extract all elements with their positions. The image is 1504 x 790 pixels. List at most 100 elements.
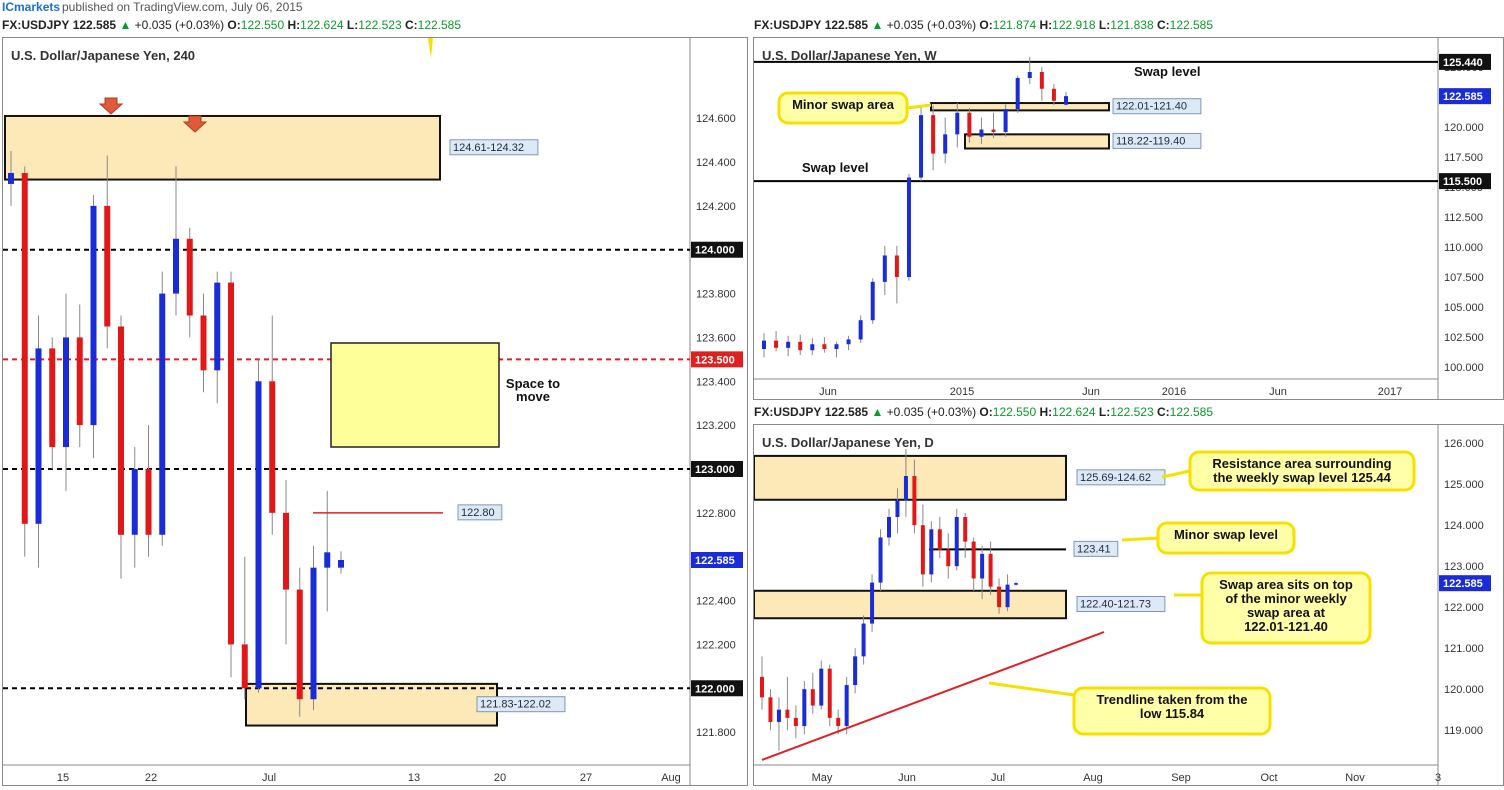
y-tick-label: 124.400: [696, 157, 736, 169]
candle-body: [324, 552, 331, 568]
zone-label: 124.61-124.32: [453, 142, 524, 154]
candle-body: [943, 134, 948, 154]
candle-body: [1027, 71, 1032, 78]
y-tick-label: 122.200: [696, 639, 736, 651]
publisher-name[interactable]: ICmarkets: [2, 0, 61, 14]
candle-body: [760, 676, 764, 698]
chart-panel-h4[interactable]: U.S. Dollar/Japanese Yen, 240 121.800 122.…: [2, 37, 748, 786]
candle-body: [776, 709, 781, 722]
candle-body: [159, 293, 166, 535]
level-price-label-bg: [1439, 173, 1491, 190]
level-price-label: 124.000: [695, 245, 735, 257]
y-tick-label: 123.000: [1444, 561, 1484, 573]
zone-rect: [245, 682, 498, 727]
candle-body: [861, 623, 866, 657]
y-tick-label: 124.200: [696, 201, 736, 213]
y-tick-label: 126.000: [1444, 438, 1484, 450]
y-tick-label: 121.000: [1444, 643, 1484, 655]
candle-body: [104, 205, 111, 327]
chart-panel-weekly[interactable]: U.S. Dollar/Japanese Yen, W 100.000 102.50…: [753, 37, 1504, 400]
trendline-callout-box: [1072, 686, 1272, 736]
x-tick-label: May: [812, 772, 833, 784]
y-tick-label: 122.400: [696, 596, 736, 608]
x-tick-label: 3: [1435, 772, 1441, 784]
y-tick-label: 117.500: [1444, 152, 1483, 164]
candle-body: [912, 475, 917, 526]
candle-body: [310, 567, 317, 700]
candle-body: [49, 348, 56, 448]
candle-body: [296, 589, 303, 700]
y-tick-label: 120.000: [1444, 122, 1484, 134]
chart-title: U.S. Dollar/Japanese Yen, W: [762, 48, 937, 63]
zone-label: 118.22-119.40: [1116, 135, 1185, 147]
zone-label: 121.83-122.02: [480, 699, 551, 711]
level-price-label-bg: [1439, 53, 1491, 70]
zone-label-bg: [449, 139, 539, 156]
candle-body: [810, 344, 815, 351]
last-price: 122.585: [824, 405, 869, 419]
top-bar: ICmarkets published on TradingView.com, …: [0, 0, 1504, 14]
last-price-label-bg: [691, 551, 743, 568]
x-tick-label: 2015: [950, 386, 974, 398]
chart-h4[interactable]: U.S. Dollar/Japanese Yen, 240 121.800 122.…: [3, 38, 747, 785]
close-value: 122.585: [417, 18, 462, 32]
chart-panel-daily[interactable]: U.S. Dollar/Japanese Yen, D 119.000 120.00…: [753, 424, 1504, 786]
x-tick-label: Sep: [1171, 772, 1191, 784]
last-price-label: 122.585: [1443, 91, 1483, 103]
last-price-label-bg: [1439, 88, 1491, 105]
candle-body: [35, 348, 42, 524]
chart-weekly[interactable]: U.S. Dollar/Japanese Yen, W 100.000 102.50…: [754, 38, 1503, 399]
candle-body: [762, 340, 766, 350]
marker-icon: [428, 38, 433, 58]
trendline-callout-pointer: [988, 681, 1075, 697]
y-tick-label: 124.600: [696, 113, 736, 125]
x-tick-label: 22: [145, 772, 157, 784]
minor-swap-area-callout-text: Minor swap area: [792, 97, 895, 112]
chart-daily[interactable]: U.S. Dollar/Japanese Yen, D 119.000 120.00…: [753, 425, 1503, 785]
candle-body: [903, 475, 908, 501]
candle-body: [929, 529, 934, 575]
chart-title: U.S. Dollar/Japanese Yen, D: [762, 435, 934, 450]
level-price-label: 115.500: [1443, 176, 1482, 188]
candle-body: [1014, 583, 1018, 585]
candle-body: [173, 238, 179, 294]
y-tick-label: 122.000: [1444, 602, 1484, 614]
x-tick-label: Jun: [819, 386, 837, 398]
y-tick-label: 102.500: [1444, 332, 1484, 344]
y-tick-label: 100.000: [1444, 362, 1484, 374]
change: +0.035 (+0.03%): [134, 18, 225, 32]
x-tick-label: 20: [494, 772, 506, 784]
candle-body: [870, 582, 875, 624]
candle-body: [186, 238, 193, 316]
candle-body: [827, 668, 832, 718]
candle-body: [955, 112, 960, 135]
candle-body: [931, 115, 936, 154]
symbol[interactable]: FX:USDJPY: [2, 18, 70, 32]
candle-body: [988, 553, 993, 587]
candle-body: [118, 326, 124, 535]
candle-body: [228, 282, 234, 645]
candle-body: [255, 381, 262, 689]
candle-body: [819, 668, 824, 706]
last-price-label: 122.585: [695, 555, 735, 567]
resistance-callout-pointer: [1161, 469, 1191, 479]
candle-body: [269, 381, 276, 513]
candle-body: [76, 337, 83, 426]
level-122-80-label-bg: [457, 504, 503, 521]
level-price-label-bg: [691, 680, 743, 697]
symbol[interactable]: FX:USDJPY: [754, 18, 822, 32]
x-tick-label: Jun: [898, 772, 916, 784]
x-tick-label: Aug: [661, 772, 681, 784]
trendline: [761, 631, 1105, 761]
zone-rect: [4, 114, 441, 181]
open-value: 121.874: [992, 18, 1037, 32]
symbol[interactable]: FX:USDJPY: [754, 405, 822, 419]
y-tick-label: 123.400: [696, 376, 736, 388]
y-tick-label: 112.500: [1444, 212, 1483, 224]
minor-swap-level-callout-pointer: [1121, 536, 1159, 542]
candle-body: [21, 172, 28, 524]
zone-rect: [930, 102, 1110, 112]
up-arrow-icon: ▲: [119, 18, 132, 32]
y-tick-label: 105.000: [1444, 302, 1484, 314]
swap-level-bottom-text: Swap level: [802, 160, 868, 175]
